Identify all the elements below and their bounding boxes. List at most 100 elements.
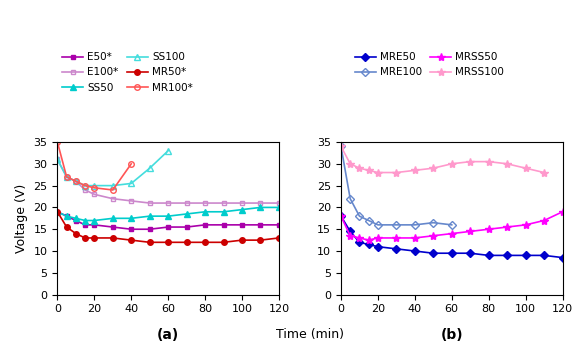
- MR50*: [239, 238, 246, 242]
- MRSS50: [541, 218, 548, 223]
- MRE50: [522, 253, 529, 257]
- MRSS100: [504, 162, 511, 166]
- SS50: [109, 216, 116, 220]
- MR50*: [72, 231, 79, 236]
- E100*: [183, 201, 190, 205]
- E100*: [72, 179, 79, 184]
- Text: (a): (a): [157, 328, 179, 342]
- MRSS50: [485, 227, 492, 231]
- MRSS50: [467, 229, 474, 234]
- MRSS100: [374, 170, 381, 175]
- MRE50: [430, 251, 437, 255]
- MRSS100: [365, 168, 372, 173]
- SS50: [146, 214, 153, 218]
- Line: MRE100: MRE100: [338, 143, 455, 228]
- SS50: [276, 205, 282, 209]
- E100*: [239, 201, 246, 205]
- MRE50: [485, 253, 492, 257]
- MRSS50: [522, 223, 529, 227]
- Line: MRSS100: MRSS100: [337, 142, 548, 177]
- E100*: [146, 201, 153, 205]
- E50*: [220, 223, 227, 227]
- MRE50: [356, 240, 363, 245]
- MRSS100: [393, 170, 400, 175]
- SS100: [63, 175, 70, 179]
- MRE50: [412, 249, 418, 253]
- MR50*: [128, 238, 135, 242]
- MRE100: [347, 197, 354, 201]
- SS50: [91, 218, 98, 223]
- SS50: [165, 214, 172, 218]
- MRE50: [338, 214, 344, 218]
- MRE50: [374, 245, 381, 249]
- Text: Time (min): Time (min): [276, 328, 344, 341]
- MR100*: [72, 179, 79, 184]
- Line: SS100: SS100: [55, 148, 171, 189]
- SS50: [257, 205, 264, 209]
- Line: MRE50: MRE50: [338, 213, 565, 260]
- SS50: [220, 210, 227, 214]
- MR50*: [183, 240, 190, 245]
- E100*: [82, 188, 88, 192]
- E100*: [109, 197, 116, 201]
- SS50: [128, 216, 135, 220]
- MRSS100: [448, 162, 455, 166]
- MR100*: [54, 140, 61, 144]
- MRE50: [347, 229, 354, 234]
- MRSS100: [338, 144, 344, 148]
- MRE100: [365, 218, 372, 223]
- SS50: [72, 216, 79, 220]
- MR50*: [165, 240, 172, 245]
- E50*: [201, 223, 208, 227]
- SS100: [165, 149, 172, 153]
- MRE100: [430, 220, 437, 225]
- SS50: [239, 207, 246, 212]
- E100*: [201, 201, 208, 205]
- MRSS100: [347, 162, 354, 166]
- MRE100: [448, 223, 455, 227]
- MRE100: [393, 223, 400, 227]
- Legend: E50*, E100*, SS50, SS100, MR50*, MR100*: E50*, E100*, SS50, SS100, MR50*, MR100*: [58, 48, 197, 97]
- MRE50: [448, 251, 455, 255]
- MRSS50: [347, 234, 354, 238]
- MRE50: [365, 242, 372, 247]
- E100*: [257, 201, 264, 205]
- MRSS50: [430, 234, 437, 238]
- MRSS50: [448, 231, 455, 236]
- Legend: MRE50, MRE100, MRSS50, MRSS100: MRE50, MRE100, MRSS50, MRSS100: [351, 48, 509, 82]
- SS100: [72, 179, 79, 184]
- MR50*: [146, 240, 153, 245]
- MR50*: [109, 236, 116, 240]
- MR50*: [63, 225, 70, 229]
- MRSS50: [365, 238, 372, 242]
- MRSS50: [559, 210, 566, 214]
- MRSS100: [430, 166, 437, 170]
- SS50: [63, 214, 70, 218]
- Line: SS50: SS50: [55, 204, 282, 223]
- MRE50: [504, 253, 511, 257]
- SS100: [54, 157, 61, 162]
- MR100*: [63, 175, 70, 179]
- MRE100: [356, 214, 363, 218]
- SS50: [54, 210, 61, 214]
- E50*: [165, 225, 172, 229]
- MR100*: [91, 186, 98, 190]
- MR50*: [54, 210, 61, 214]
- Y-axis label: Voltage (V): Voltage (V): [15, 184, 28, 253]
- MRE50: [393, 247, 400, 251]
- SS50: [183, 212, 190, 216]
- MRE50: [559, 256, 566, 260]
- MRE50: [467, 251, 474, 255]
- E50*: [183, 225, 190, 229]
- E50*: [276, 223, 282, 227]
- E50*: [91, 223, 98, 227]
- MR100*: [109, 188, 116, 192]
- MR50*: [220, 240, 227, 245]
- SS100: [82, 184, 88, 188]
- MRSS100: [356, 166, 363, 170]
- E50*: [146, 227, 153, 231]
- E100*: [128, 199, 135, 203]
- E50*: [109, 225, 116, 229]
- E100*: [91, 192, 98, 196]
- SS100: [91, 184, 98, 188]
